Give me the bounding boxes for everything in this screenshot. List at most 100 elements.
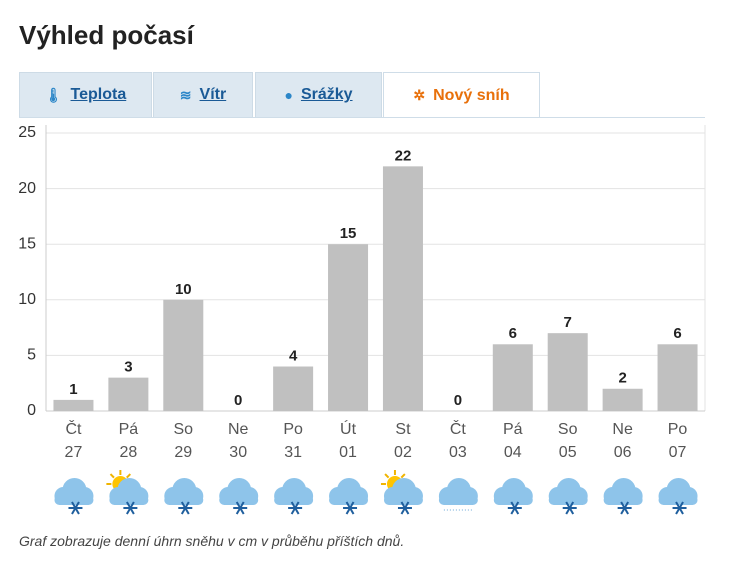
weather-icon (493, 478, 533, 515)
bar (602, 388, 643, 411)
bar (657, 344, 698, 411)
x-tick-day: 31 (284, 444, 302, 461)
x-tick-label: Pá (503, 421, 523, 438)
snowflake (675, 501, 684, 515)
tab-icon: ● (284, 87, 293, 103)
weather-icon (54, 478, 94, 515)
bar (108, 377, 149, 411)
tab[interactable]: ✲ Nový sníh (383, 72, 540, 118)
weather-icon (164, 478, 204, 515)
value-label: 7 (564, 314, 572, 331)
value-label: 3 (124, 359, 132, 376)
x-tick-label: Po (283, 421, 303, 438)
x-tick-label: Po (668, 421, 688, 438)
y-tick-label: 10 (18, 291, 36, 308)
x-tick-day: 29 (174, 444, 192, 461)
value-label: 2 (618, 370, 626, 387)
cloud (219, 495, 259, 505)
x-tick-label: Út (340, 419, 357, 438)
tab-label: Nový sníh (433, 86, 510, 104)
snowflake (345, 501, 355, 515)
value-label: 6 (509, 325, 517, 342)
cloud (603, 495, 643, 505)
value-label: 15 (340, 225, 357, 242)
x-tick-day: 02 (394, 444, 412, 461)
bar (382, 166, 423, 411)
sun-ray (400, 473, 406, 479)
bar (547, 333, 588, 411)
tab[interactable]: 🌡 Teplota (19, 72, 152, 117)
value-label: 22 (395, 147, 412, 164)
x-tick-day: 03 (449, 444, 467, 461)
weather-icon (380, 470, 423, 515)
y-tick-label: 20 (18, 180, 36, 197)
x-tick-label: St (395, 421, 411, 438)
page-title: Výhled počasí (19, 20, 194, 50)
tab-label: Teplota (70, 86, 127, 103)
value-label: 4 (289, 347, 298, 364)
value-label: 0 (234, 392, 242, 409)
sun-ray (384, 473, 390, 479)
cloud (658, 495, 698, 505)
x-tick-day: 28 (119, 444, 137, 461)
snowflake (235, 501, 245, 515)
footnote: Graf zobrazuje denní úhrn sněhu v cm v p… (19, 533, 405, 549)
weather-icon (603, 478, 643, 515)
cloud (54, 495, 94, 505)
tab-icon: ≋ (179, 86, 192, 103)
weather-icon (106, 470, 149, 515)
x-tick-day: 07 (669, 444, 687, 461)
x-tick-label: Pá (119, 421, 139, 438)
x-tick-label: So (174, 421, 194, 438)
weather-icon (274, 478, 314, 515)
weather-icon (548, 478, 588, 515)
snowflake (400, 501, 410, 515)
snowflake (126, 501, 135, 515)
y-tick-label: 5 (27, 347, 36, 364)
bar (273, 366, 314, 411)
weather-icon (438, 478, 478, 511)
x-tick-day: 01 (339, 444, 357, 461)
cloud (164, 495, 204, 505)
value-label: 6 (673, 325, 681, 342)
value-label: 1 (69, 381, 77, 398)
bar (492, 344, 533, 411)
sun-ray (126, 473, 131, 479)
cloud (548, 495, 588, 505)
x-tick-day: 27 (65, 444, 83, 461)
y-tick-label: 0 (27, 402, 36, 419)
weather-icon (219, 478, 259, 515)
cloud (493, 495, 533, 505)
tab[interactable]: ≋ Vítr (153, 72, 253, 117)
snowflake (510, 501, 520, 515)
bar (53, 399, 94, 411)
snowflake (290, 501, 300, 515)
x-tick-day: 30 (229, 444, 247, 461)
tab-icon: ✲ (413, 87, 426, 103)
snowflake (180, 501, 190, 515)
x-tick-day: 06 (614, 444, 632, 461)
sun-ray (109, 473, 115, 479)
value-label: 0 (454, 392, 462, 409)
cloud (383, 495, 423, 505)
x-tick-day: 05 (559, 444, 577, 461)
value-label: 10 (175, 281, 192, 298)
snowflake (71, 501, 80, 515)
y-tick-label: 15 (18, 235, 36, 252)
tab-label: Vítr (199, 86, 227, 103)
x-tick-label: Čt (65, 419, 82, 438)
x-tick-label: Čt (450, 419, 467, 438)
tab-icon: 🌡 (44, 86, 63, 103)
cloud (109, 495, 149, 505)
x-tick-day: 04 (504, 444, 522, 461)
tab[interactable]: ● Srážky (255, 72, 382, 117)
cloud (329, 495, 369, 505)
x-tick-label: Ne (228, 421, 249, 438)
tab-label: Srážky (300, 86, 353, 103)
x-tick-label: So (558, 421, 578, 438)
weather-icon (658, 478, 698, 515)
snowflake (565, 501, 575, 515)
y-tick-label: 25 (18, 124, 36, 141)
bar (163, 299, 204, 411)
